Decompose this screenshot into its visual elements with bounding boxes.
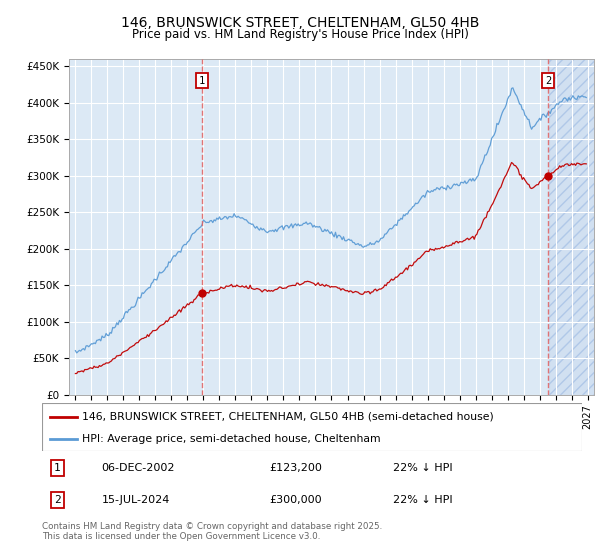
Text: 2: 2: [54, 495, 61, 505]
Bar: [549, 59, 596, 395]
Text: 15-JUL-2024: 15-JUL-2024: [101, 495, 170, 505]
Text: £123,200: £123,200: [269, 463, 322, 473]
Text: 06-DEC-2002: 06-DEC-2002: [101, 463, 175, 473]
Text: 1: 1: [54, 463, 61, 473]
Text: 22% ↓ HPI: 22% ↓ HPI: [393, 495, 452, 505]
FancyBboxPatch shape: [42, 403, 582, 451]
Text: £300,000: £300,000: [269, 495, 322, 505]
Text: 146, BRUNSWICK STREET, CHELTENHAM, GL50 4HB: 146, BRUNSWICK STREET, CHELTENHAM, GL50 …: [121, 16, 479, 30]
Text: Price paid vs. HM Land Registry's House Price Index (HPI): Price paid vs. HM Land Registry's House …: [131, 28, 469, 41]
Text: 22% ↓ HPI: 22% ↓ HPI: [393, 463, 452, 473]
Text: 146, BRUNSWICK STREET, CHELTENHAM, GL50 4HB (semi-detached house): 146, BRUNSWICK STREET, CHELTENHAM, GL50 …: [83, 412, 494, 422]
Text: 1: 1: [199, 76, 205, 86]
Text: 2: 2: [545, 76, 551, 86]
Bar: [549, 59, 596, 395]
Text: Contains HM Land Registry data © Crown copyright and database right 2025.
This d: Contains HM Land Registry data © Crown c…: [42, 522, 382, 542]
Text: HPI: Average price, semi-detached house, Cheltenham: HPI: Average price, semi-detached house,…: [83, 434, 381, 444]
